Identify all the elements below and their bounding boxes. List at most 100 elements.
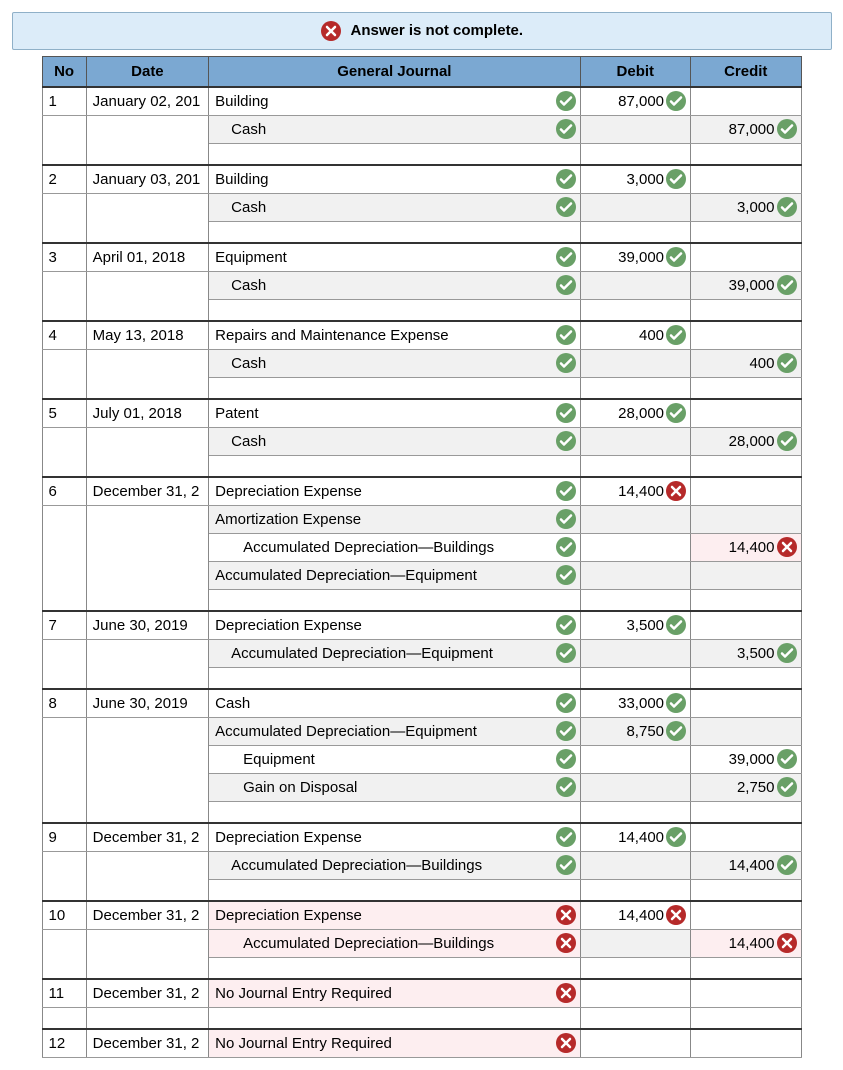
cell-date[interactable] [86,271,208,299]
cell-account[interactable]: Cash [209,427,580,455]
cell-credit[interactable] [691,505,801,533]
cell-date[interactable]: January 03, 201 [86,165,208,193]
cell-debit[interactable] [580,929,690,957]
cell-account[interactable]: Equipment [209,745,580,773]
cell-credit[interactable] [691,477,801,505]
cell-credit[interactable]: 87,000 [691,115,801,143]
cell-account[interactable]: Depreciation Expense [209,901,580,929]
cell-account[interactable]: Accumulated Depreciation—Buildings [209,929,580,957]
cell-date[interactable] [86,561,208,589]
cell-date[interactable] [86,929,208,957]
cell-date[interactable] [86,115,208,143]
cell-credit[interactable] [691,717,801,745]
cell-credit[interactable]: 39,000 [691,271,801,299]
cell-credit[interactable] [691,611,801,639]
cell-date[interactable]: December 31, 2 [86,979,208,1007]
cell-debit[interactable] [580,561,690,589]
cell-debit[interactable]: 14,400 [580,823,690,851]
cell-credit[interactable] [691,979,801,1007]
cell-date[interactable]: June 30, 2019 [86,611,208,639]
cell-debit[interactable] [580,773,690,801]
cell-debit[interactable] [580,271,690,299]
cell-credit[interactable]: 3,500 [691,639,801,667]
cell-account[interactable]: Cash [209,689,580,717]
cell-credit[interactable]: 2,750 [691,773,801,801]
cell-account[interactable]: Patent [209,399,580,427]
cell-date[interactable] [86,639,208,667]
cell-credit[interactable] [691,561,801,589]
cell-debit[interactable] [580,979,690,1007]
cell-date[interactable] [86,533,208,561]
cell-account[interactable]: Accumulated Depreciation—Equipment [209,717,580,745]
cell-debit[interactable] [580,639,690,667]
cell-date[interactable]: December 31, 2 [86,901,208,929]
cell-debit[interactable] [580,505,690,533]
cell-debit[interactable]: 8,750 [580,717,690,745]
cell-account[interactable]: Repairs and Maintenance Expense [209,321,580,349]
cell-debit[interactable] [580,193,690,221]
cell-credit[interactable] [691,165,801,193]
cell-debit[interactable]: 400 [580,321,690,349]
cell-debit[interactable] [580,745,690,773]
cell-credit[interactable] [691,689,801,717]
cell-credit[interactable] [691,823,801,851]
cell-credit[interactable] [691,243,801,271]
cell-date[interactable]: December 31, 2 [86,477,208,505]
cell-date[interactable]: December 31, 2 [86,823,208,851]
cell-account[interactable]: Depreciation Expense [209,611,580,639]
cell-debit[interactable] [580,115,690,143]
cell-credit[interactable] [691,87,801,115]
cell-account[interactable]: Accumulated Depreciation—Buildings [209,851,580,879]
cell-account[interactable]: Accumulated Depreciation—Equipment [209,561,580,589]
cell-date[interactable] [86,773,208,801]
cell-debit[interactable] [580,533,690,561]
cell-date[interactable] [86,717,208,745]
cell-date[interactable]: January 02, 201 [86,87,208,115]
cell-credit[interactable] [691,1029,801,1057]
cell-account[interactable]: Depreciation Expense [209,823,580,851]
cell-credit[interactable]: 14,400 [691,929,801,957]
cell-date[interactable] [86,505,208,533]
cell-credit[interactable]: 14,400 [691,851,801,879]
cell-credit[interactable]: 28,000 [691,427,801,455]
cell-account[interactable]: No Journal Entry Required [209,979,580,1007]
cell-account[interactable]: Cash [209,193,580,221]
cell-account[interactable]: Amortization Expense [209,505,580,533]
cell-credit[interactable]: 400 [691,349,801,377]
cell-account[interactable]: Depreciation Expense [209,477,580,505]
cell-credit[interactable] [691,321,801,349]
cell-debit[interactable] [580,1029,690,1057]
cell-account[interactable]: Accumulated Depreciation—Buildings [209,533,580,561]
cell-debit[interactable]: 33,000 [580,689,690,717]
cell-date[interactable] [86,193,208,221]
cell-date[interactable]: May 13, 2018 [86,321,208,349]
cell-debit[interactable] [580,427,690,455]
cell-account[interactable]: Cash [209,349,580,377]
cell-date[interactable] [86,851,208,879]
cell-debit[interactable]: 3,000 [580,165,690,193]
cell-date[interactable]: April 01, 2018 [86,243,208,271]
cell-debit[interactable] [580,349,690,377]
cell-account[interactable]: Building [209,165,580,193]
cell-account[interactable]: Cash [209,271,580,299]
cell-date[interactable] [86,745,208,773]
cell-account[interactable]: Gain on Disposal [209,773,580,801]
cell-debit[interactable]: 28,000 [580,399,690,427]
cell-debit[interactable]: 14,400 [580,901,690,929]
cell-debit[interactable]: 39,000 [580,243,690,271]
cell-credit[interactable]: 39,000 [691,745,801,773]
cell-date[interactable] [86,349,208,377]
cell-account[interactable]: No Journal Entry Required [209,1029,580,1057]
cell-debit[interactable]: 14,400 [580,477,690,505]
cell-date[interactable]: December 31, 2 [86,1029,208,1057]
cell-account[interactable]: Equipment [209,243,580,271]
cell-account[interactable]: Cash [209,115,580,143]
cell-credit[interactable]: 14,400 [691,533,801,561]
cell-debit[interactable]: 3,500 [580,611,690,639]
cell-credit[interactable] [691,901,801,929]
cell-date[interactable]: June 30, 2019 [86,689,208,717]
cell-account[interactable]: Building [209,87,580,115]
cell-account[interactable]: Accumulated Depreciation—Equipment [209,639,580,667]
cell-date[interactable]: July 01, 2018 [86,399,208,427]
cell-debit[interactable]: 87,000 [580,87,690,115]
